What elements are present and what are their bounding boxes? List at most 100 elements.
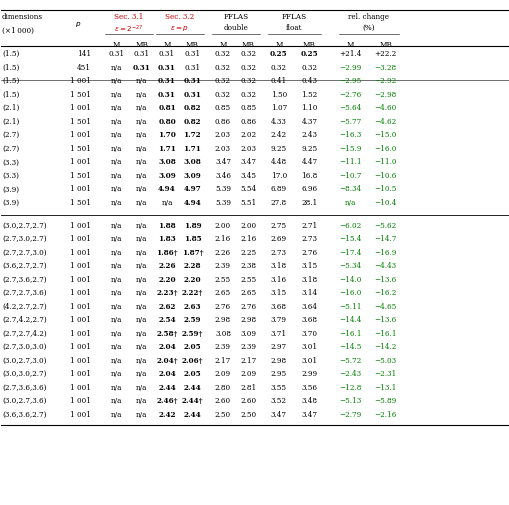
Text: 1 001: 1 001 <box>70 185 91 193</box>
Text: −15.9: −15.9 <box>338 144 360 153</box>
Text: 0.31: 0.31 <box>183 77 201 85</box>
Text: n/a: n/a <box>110 316 122 324</box>
Text: 2.44†: 2.44† <box>181 396 203 405</box>
Text: 2.38: 2.38 <box>240 262 256 270</box>
Text: (3.0,2.7,3.0): (3.0,2.7,3.0) <box>2 356 47 364</box>
Text: 0.32: 0.32 <box>240 77 256 85</box>
Text: −2.95: −2.95 <box>338 77 360 85</box>
Text: 2.42: 2.42 <box>270 131 287 139</box>
Text: MB: MB <box>186 40 199 48</box>
Text: n/a: n/a <box>110 104 122 112</box>
Text: 2.00: 2.00 <box>240 221 256 229</box>
Text: (3.9): (3.9) <box>2 198 19 207</box>
Text: −4.65: −4.65 <box>374 302 396 310</box>
Text: 1 001: 1 001 <box>70 288 91 296</box>
Text: 2.04: 2.04 <box>158 342 176 350</box>
Text: 2.42: 2.42 <box>158 410 176 418</box>
Text: −14.0: −14.0 <box>338 275 360 283</box>
Text: 1 501: 1 501 <box>70 118 91 126</box>
Text: 1 001: 1 001 <box>70 370 91 378</box>
Text: 1 001: 1 001 <box>70 316 91 324</box>
Text: 1.87†: 1.87† <box>181 248 203 256</box>
Text: (2.7,3.6,2.7): (2.7,3.6,2.7) <box>2 275 47 283</box>
Text: 1 001: 1 001 <box>70 262 91 270</box>
Text: 141: 141 <box>77 50 91 58</box>
Text: n/a: n/a <box>110 262 122 270</box>
Text: 2.76: 2.76 <box>214 302 231 310</box>
Text: 2.43: 2.43 <box>301 131 317 139</box>
Text: 2.54: 2.54 <box>158 316 176 324</box>
Text: 3.46: 3.46 <box>214 172 231 179</box>
Text: 4.97: 4.97 <box>183 185 201 193</box>
Text: 2.03: 2.03 <box>214 144 231 153</box>
Text: 2.76: 2.76 <box>301 248 317 256</box>
Text: 3.16: 3.16 <box>270 275 287 283</box>
Text: (3.9): (3.9) <box>2 185 19 193</box>
Text: (1.5): (1.5) <box>2 90 19 98</box>
Text: −2.79: −2.79 <box>338 410 360 418</box>
Text: (4.2,2.7,2.7): (4.2,2.7,2.7) <box>2 302 47 310</box>
Text: n/a: n/a <box>110 77 122 85</box>
Text: −17.4: −17.4 <box>338 248 360 256</box>
Text: 3.48: 3.48 <box>301 396 317 405</box>
Text: 1 001: 1 001 <box>70 77 91 85</box>
Text: 0.31: 0.31 <box>158 90 176 98</box>
Text: n/a: n/a <box>135 302 147 310</box>
Text: n/a: n/a <box>344 198 355 207</box>
Text: n/a: n/a <box>161 198 173 207</box>
Text: −2.76: −2.76 <box>338 90 360 98</box>
Text: 0.32: 0.32 <box>301 64 317 72</box>
Text: (1.5): (1.5) <box>2 64 19 72</box>
Text: 2.16: 2.16 <box>240 234 256 242</box>
Text: 4.47: 4.47 <box>301 158 317 166</box>
Text: FFLAS: FFLAS <box>223 13 248 21</box>
Text: 5.51: 5.51 <box>240 198 256 207</box>
Text: n/a: n/a <box>135 356 147 364</box>
Text: 27.8: 27.8 <box>270 198 287 207</box>
Text: 4.94: 4.94 <box>183 198 201 207</box>
Text: 3.15: 3.15 <box>301 262 317 270</box>
Text: 2.75: 2.75 <box>270 221 287 229</box>
Text: n/a: n/a <box>135 118 147 126</box>
Text: n/a: n/a <box>135 410 147 418</box>
Text: (2.1): (2.1) <box>2 104 19 112</box>
Text: 1.07: 1.07 <box>270 104 287 112</box>
Text: 0.31: 0.31 <box>132 64 150 72</box>
Text: n/a: n/a <box>110 370 122 378</box>
Text: −2.99: −2.99 <box>338 64 360 72</box>
Text: 4.48: 4.48 <box>270 158 287 166</box>
Text: −2.31: −2.31 <box>374 370 396 378</box>
Text: 4.94: 4.94 <box>158 185 176 193</box>
Text: 2.60: 2.60 <box>240 396 256 405</box>
Text: 2.59†: 2.59† <box>181 329 203 337</box>
Text: (%): (%) <box>362 24 375 32</box>
Text: 2.39: 2.39 <box>240 342 256 350</box>
Text: 0.32: 0.32 <box>214 50 231 58</box>
Text: 451: 451 <box>77 64 91 72</box>
Text: 2.22†: 2.22† <box>181 288 203 296</box>
Text: n/a: n/a <box>110 410 122 418</box>
Text: 3.18: 3.18 <box>270 262 287 270</box>
Text: 5.39: 5.39 <box>214 185 231 193</box>
Text: −14.4: −14.4 <box>338 316 360 324</box>
Text: 0.82: 0.82 <box>183 104 201 112</box>
Text: Sec. 3.2: Sec. 3.2 <box>165 13 194 21</box>
Text: 2.04: 2.04 <box>158 370 176 378</box>
Text: 1 001: 1 001 <box>70 342 91 350</box>
Text: 3.15: 3.15 <box>270 288 287 296</box>
Text: n/a: n/a <box>135 158 147 166</box>
Text: −16.1: −16.1 <box>338 329 361 337</box>
Text: 2.81: 2.81 <box>240 383 256 391</box>
Text: double: double <box>223 24 248 32</box>
Text: n/a: n/a <box>110 383 122 391</box>
Text: 3.09: 3.09 <box>158 172 176 179</box>
Text: $\varepsilon = p$: $\varepsilon = p$ <box>170 24 189 33</box>
Text: n/a: n/a <box>135 131 147 139</box>
Text: −16.2: −16.2 <box>374 288 396 296</box>
Text: n/a: n/a <box>110 64 122 72</box>
Text: 2.59: 2.59 <box>183 316 201 324</box>
Text: 1.52: 1.52 <box>301 90 317 98</box>
Text: 5.39: 5.39 <box>214 198 231 207</box>
Text: (3.6,3.6,2.7): (3.6,3.6,2.7) <box>2 410 47 418</box>
Text: 1 001: 1 001 <box>70 356 91 364</box>
